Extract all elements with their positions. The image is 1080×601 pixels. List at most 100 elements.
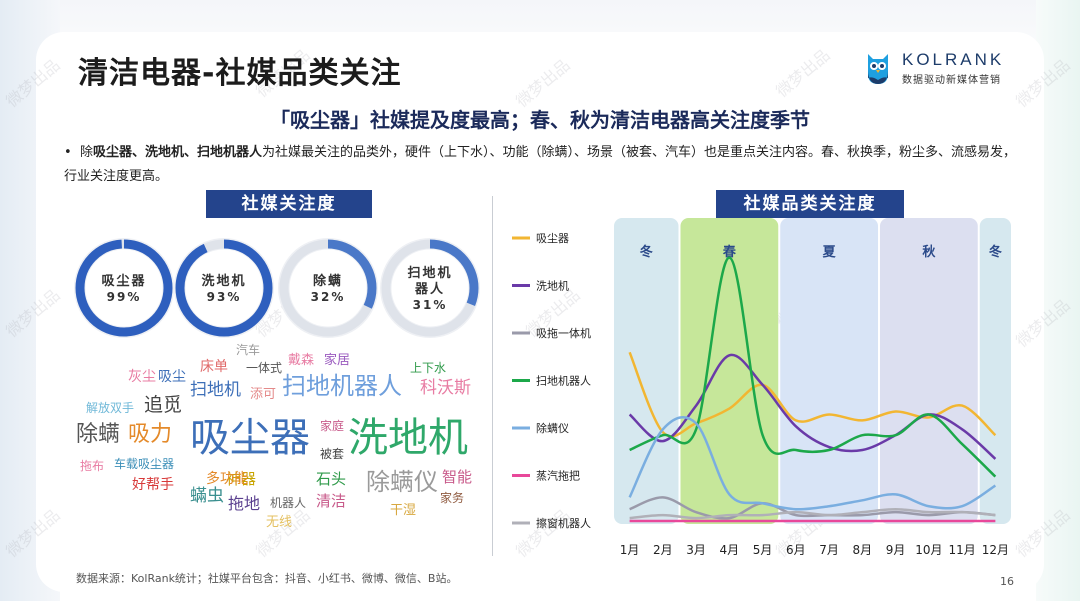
x-tick-label: 10月 [915, 543, 942, 557]
legend-item: 吸拖一体机 [512, 326, 591, 340]
word-cloud-term: 石头 [316, 470, 347, 488]
donut-value: 32% [311, 290, 346, 304]
donut-label: 器人 [414, 281, 445, 297]
donut-arc [279, 239, 377, 337]
donut-value: 99% [107, 290, 142, 304]
season-band: 秋 [880, 218, 978, 524]
word-cloud-term: 吸力 [128, 422, 173, 447]
word-cloud-term: 拖布 [80, 459, 105, 473]
word-cloud-term: 家居 [324, 353, 351, 368]
donut-hole [289, 249, 367, 327]
series-line [628, 415, 997, 511]
x-tick-label: 1月 [620, 543, 640, 557]
word-cloud-term: 追觅 [144, 394, 183, 416]
word-cloud-term: 戴森 [288, 353, 315, 368]
donut-label: 扫地机 [407, 265, 452, 281]
legend-item: 擦窗机器人 [512, 516, 591, 530]
page-number: 16 [1000, 575, 1014, 588]
logo-tagline: 数据驱动新媒体营销 [902, 75, 1001, 86]
data-source-note: 数据来源：KolRank统计；社媒平台包含：抖音、小红书、微博、微信、B站。 [76, 572, 458, 585]
donut-value: 31% [413, 298, 448, 312]
x-tick-label: 3月 [686, 543, 706, 557]
season-band-rect [614, 218, 679, 524]
right-section-header: 社媒品类关注度 [716, 190, 904, 218]
summary-bullet: • 除吸尘器、洗地机、扫地机器人为社媒最关注的品类外，硬件（上下水）、功能（除螨）… [64, 141, 1024, 189]
word-cloud-term: 上下水 [410, 361, 447, 375]
word-cloud-term: 科沃斯 [420, 378, 471, 398]
word-cloud: 吸尘器 洗地机 扫地机器人 除螨 吸力 除螨仪 追觅 扫地机 科沃斯 神器 蟎虫 拖地 智能 石头 清洁 多功… [70, 340, 490, 540]
bullet-bold: 吸尘器、洗地机、扫地机器人 [93, 145, 263, 160]
word-cloud-term: 被套 [320, 447, 345, 461]
word-cloud-term: 汽车 [236, 343, 261, 357]
word-cloud-term: 扫地机 [190, 380, 241, 400]
legend-label: 扫地机器人 [536, 374, 591, 388]
season-label: 春 [722, 244, 737, 260]
word-cloud-term: 清洁 [316, 492, 347, 510]
legend-label: 吸拖一体机 [536, 326, 591, 340]
word-cloud-term: 无线 [266, 515, 293, 530]
legend-label: 擦窗机器人 [536, 516, 591, 530]
donut-value: 93% [207, 290, 242, 304]
legend-item: 洗地机 [512, 279, 569, 293]
legend-item: 除螨仪 [512, 421, 569, 435]
donut-label: 除螨 [313, 273, 343, 289]
word-cloud-term: 车载吸尘器 [114, 457, 175, 471]
donut-arc [381, 239, 479, 337]
word-cloud-term: 多功能 [206, 471, 248, 487]
x-tick-label: 4月 [720, 543, 740, 557]
series-line [629, 507, 996, 520]
bullet-dot: • [64, 145, 72, 160]
word-cloud-term: 机器人 [270, 496, 307, 510]
x-tick-label: 2月 [653, 543, 673, 557]
x-tick-label: 6月 [786, 543, 806, 557]
season-label: 夏 [822, 245, 837, 260]
word-cloud-term: 一体式 [246, 361, 283, 375]
slide-subtitle: 「吸尘器」社媒提及度最高；春、秋为清洁电器高关注度季节 [270, 108, 810, 132]
x-tick-label: 7月 [819, 543, 839, 557]
season-label: 冬 [989, 244, 1002, 260]
word-cloud-term: 灰尘 [128, 369, 156, 385]
section-divider [492, 196, 493, 556]
left-section-header: 社媒关注度 [206, 190, 372, 218]
legend-label: 蒸汽拖把 [536, 469, 580, 483]
legend-item: 吸尘器 [512, 232, 569, 245]
word-cloud-term: 家庭 [320, 419, 345, 433]
x-tick-label: 12月 [982, 543, 1009, 557]
owl-logo-icon [868, 54, 888, 84]
word-cloud-term: 吸尘器 [190, 415, 310, 461]
x-tick-label: 11月 [948, 543, 975, 557]
season-label: 秋 [922, 244, 936, 260]
season-band-rect [780, 218, 878, 524]
x-tick-label: 5月 [753, 543, 773, 557]
word-cloud-term: 智能 [442, 468, 473, 486]
season-band-rect [680, 218, 779, 524]
season-band-rect [880, 218, 978, 524]
word-cloud-term: 扫地机器人 [282, 372, 402, 400]
word-cloud-term: 家务 [440, 491, 465, 505]
word-cloud-term: 添可 [250, 387, 277, 402]
donut-hole [391, 249, 469, 327]
season-band: 冬 [979, 218, 1011, 524]
season-label: 冬 [640, 244, 653, 260]
word-cloud-term: 除螨仪 [366, 468, 438, 496]
word-cloud-term: 好帮手 [132, 477, 174, 493]
x-tick-label: 8月 [853, 543, 873, 557]
word-cloud-term: 除螨 [76, 422, 121, 447]
season-band: 夏 [780, 218, 878, 524]
season-band: 春 [680, 218, 779, 524]
legend-label: 洗地机 [536, 279, 569, 293]
donut-arc [75, 239, 173, 337]
word-cloud-term: 神器 [226, 470, 257, 488]
series-line [629, 496, 996, 520]
bullet-text: 为社媒最关注的品类外，硬件（上下水）、功能（除螨）、场景（被套、汽车）也是重点关… [64, 145, 1017, 184]
donut-label: 吸尘器 [101, 273, 146, 289]
word-cloud-term: 拖地 [228, 494, 261, 513]
donut-hole [85, 249, 163, 327]
word-cloud-term: 蟎虫 [190, 486, 224, 506]
